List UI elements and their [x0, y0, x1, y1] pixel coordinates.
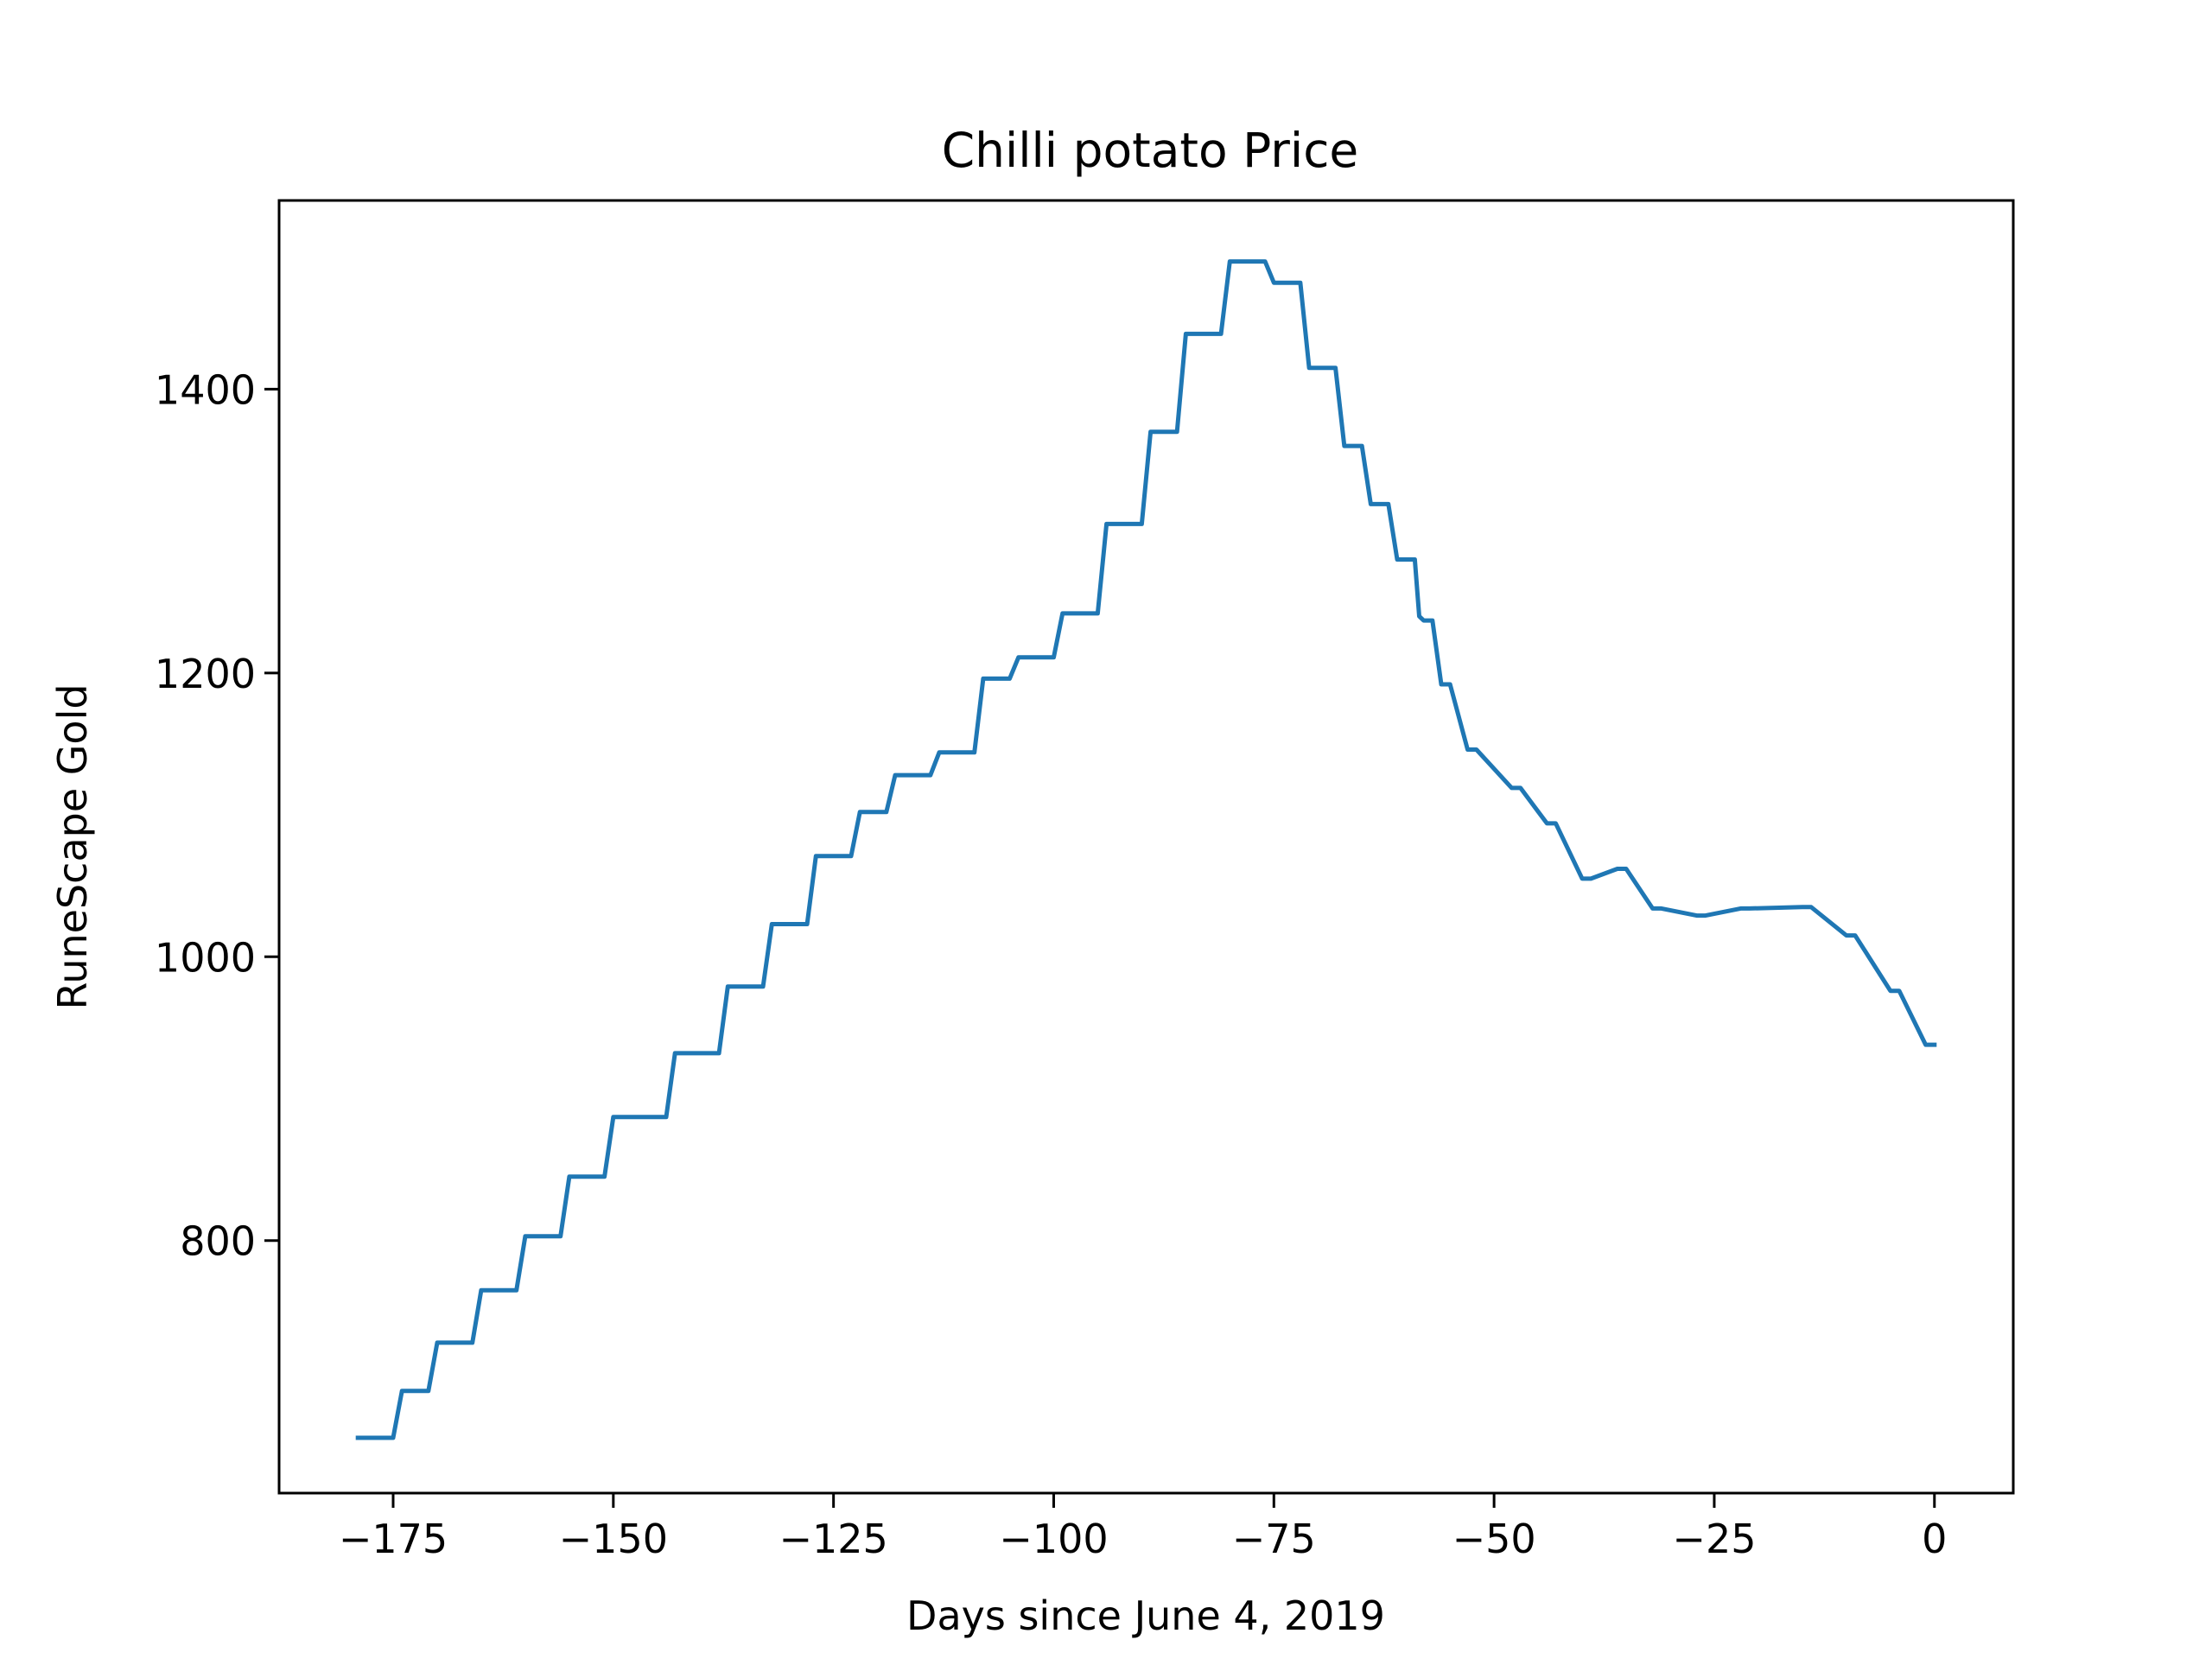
y-axis-ticks: 800 1000 1200 1400 — [155, 366, 279, 1265]
x-axis-ticks: −175 −150 −125 −100 −75 −50 −25 0 — [339, 1493, 1947, 1562]
x-tick-label: −25 — [1672, 1516, 1756, 1562]
y-axis-label: RuneScape Gold — [49, 683, 96, 1009]
series-layer — [355, 259, 1937, 1440]
x-tick-label: −150 — [559, 1516, 668, 1562]
price-series-line — [355, 259, 1937, 1440]
x-tick-label: −100 — [999, 1516, 1108, 1562]
x-tick-label: −75 — [1232, 1516, 1316, 1562]
plot-area-border — [277, 199, 2015, 1495]
y-tick-label: 800 — [180, 1218, 256, 1265]
x-tick-label: −125 — [779, 1516, 887, 1562]
y-tick-label: 1000 — [155, 934, 256, 981]
x-tick-label: 0 — [1922, 1516, 1947, 1562]
x-tick-label: −175 — [339, 1516, 448, 1562]
x-tick-label: −50 — [1452, 1516, 1536, 1562]
chart-title: Chilli potato Price — [942, 123, 1359, 178]
plot-frame — [277, 199, 2015, 1495]
x-axis-label: Days since June 4, 2019 — [906, 1592, 1385, 1639]
y-tick-label: 1200 — [155, 651, 256, 697]
y-tick-label: 1400 — [155, 366, 256, 413]
